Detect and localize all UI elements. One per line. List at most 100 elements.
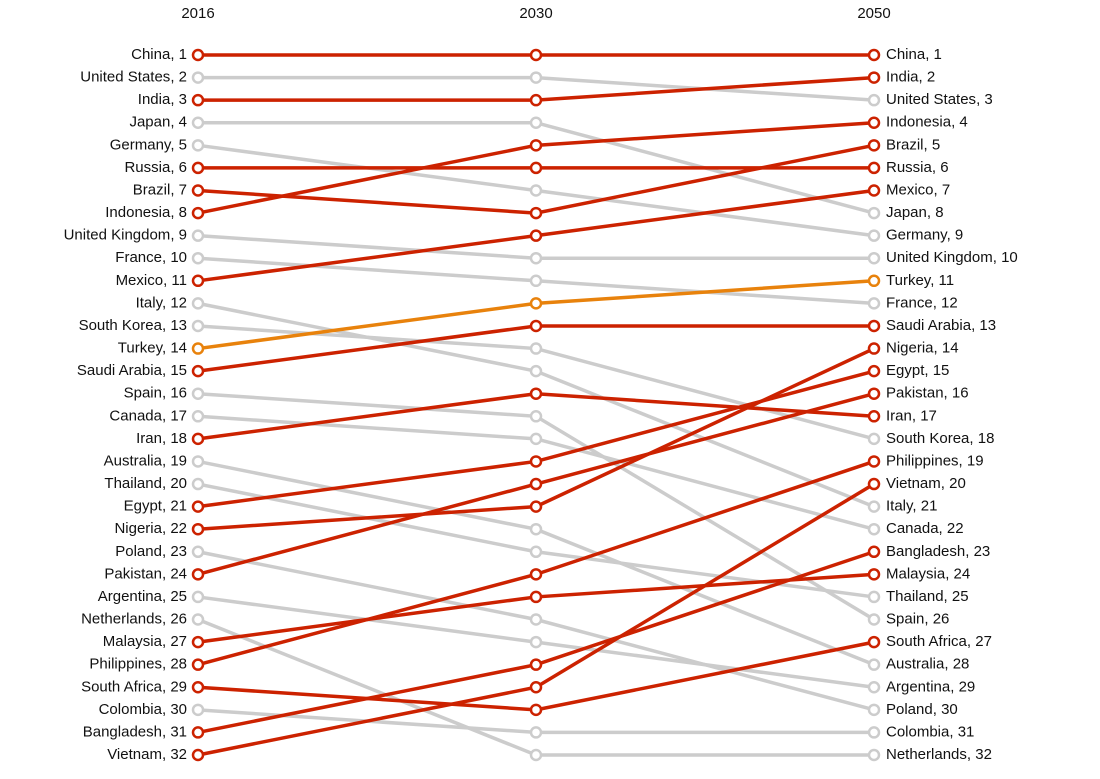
country-label: Pakistan, 16 <box>886 385 969 402</box>
country-name: Australia <box>104 452 163 469</box>
rank-value: 31 <box>170 723 187 740</box>
label-separator: , <box>162 588 170 605</box>
rank-dot <box>529 229 543 242</box>
country-name: Poland <box>115 543 162 560</box>
country-name: Saudi Arabia <box>77 362 163 379</box>
country-label: France, 12 <box>886 294 958 311</box>
rank-value: 16 <box>170 385 187 402</box>
label-separator: , <box>919 69 927 86</box>
country-name: South Africa <box>886 633 968 650</box>
rank-value: 12 <box>941 294 958 311</box>
rank-dot <box>529 206 543 220</box>
label-separator: , <box>939 520 947 537</box>
country-label: South Africa, 29 <box>81 678 187 695</box>
country-label: Argentina, 29 <box>886 678 975 695</box>
rank-value: 18 <box>978 430 995 447</box>
country-name: Germany <box>886 227 948 244</box>
rank-dot <box>191 635 205 649</box>
country-label: Mexico, 11 <box>116 272 187 289</box>
rank-value: 29 <box>170 678 187 695</box>
country-label: Brazil, 7 <box>133 181 187 198</box>
rank-value: 15 <box>170 362 187 379</box>
rank-dot <box>191 410 205 423</box>
country-name: Italy <box>136 294 164 311</box>
label-separator: , <box>949 723 957 740</box>
country-name: Australia <box>886 656 945 673</box>
rank-dot <box>867 568 881 581</box>
label-separator: , <box>162 746 170 763</box>
rank-dot <box>191 93 205 107</box>
label-separator: , <box>162 723 170 740</box>
label-separator: , <box>924 610 932 627</box>
country-name: Japan <box>129 114 170 131</box>
country-name: Argentina <box>886 678 951 695</box>
country-name: United Kingdom <box>886 249 993 266</box>
country-label: Turkey, 14 <box>118 340 187 357</box>
rank-value: 19 <box>967 452 984 469</box>
rank-dot <box>529 297 543 310</box>
rank-value: 5 <box>932 136 940 153</box>
country-label: Argentina, 25 <box>98 588 187 605</box>
label-separator: , <box>933 294 941 311</box>
rank-dot <box>529 274 543 288</box>
rank-dot <box>867 274 881 288</box>
country-line <box>197 640 875 712</box>
country-name: China <box>131 46 171 63</box>
rank-dot <box>191 748 205 762</box>
country-name: United States <box>886 91 976 108</box>
country-label: Australia, 28 <box>886 656 969 673</box>
rank-dot <box>191 274 205 288</box>
country-label: Russia, 6 <box>124 159 187 176</box>
country-label: Pakistan, 24 <box>104 565 187 582</box>
rank-value: 2 <box>179 69 187 86</box>
rank-dot <box>191 545 205 559</box>
rank-dot <box>191 251 205 265</box>
rank-dot <box>867 342 881 355</box>
country-name: Brazil <box>886 136 924 153</box>
rank-value: 7 <box>942 181 950 198</box>
label-separator: , <box>912 498 920 515</box>
label-separator: , <box>993 249 1001 266</box>
country-label: Germany, 9 <box>886 227 963 244</box>
lines <box>191 71 881 762</box>
label-separator: , <box>925 46 933 63</box>
label-separator: , <box>162 610 170 627</box>
label-separator: , <box>950 678 958 695</box>
label-separator: , <box>941 475 949 492</box>
rank-dot <box>529 477 543 491</box>
country-label: Malaysia, 27 <box>103 633 187 650</box>
country-label: Iran, 18 <box>136 430 187 447</box>
rank-dot <box>529 658 543 671</box>
label-separator: , <box>967 746 975 763</box>
label-separator: , <box>170 227 178 244</box>
label-separator: , <box>170 46 178 63</box>
rank-dot <box>867 184 881 197</box>
country-name: India <box>886 69 919 86</box>
rank-value: 30 <box>941 701 958 718</box>
label-separator: , <box>162 656 170 673</box>
rank-dot <box>529 71 543 84</box>
rank-value: 13 <box>170 317 187 334</box>
country-name: Thailand <box>104 475 162 492</box>
rank-dot <box>191 658 205 671</box>
country-name: Germany <box>110 136 172 153</box>
country-name: United Kingdom <box>64 227 171 244</box>
rank-dot <box>867 681 881 694</box>
rank-value: 20 <box>949 475 966 492</box>
country-label: India, 2 <box>886 69 935 86</box>
label-separator: , <box>945 565 953 582</box>
label-separator: , <box>162 498 170 515</box>
rank-value: 29 <box>959 678 976 695</box>
rank-value: 10 <box>170 249 187 266</box>
rank-dot <box>867 635 881 649</box>
label-separator: , <box>162 340 170 357</box>
rank-value: 22 <box>947 520 964 537</box>
rank-dot <box>191 703 205 717</box>
rank-dot <box>529 635 543 649</box>
country-name: Vietnam <box>886 475 941 492</box>
label-separator: , <box>162 407 170 424</box>
rank-dot <box>529 116 543 129</box>
rank-dot <box>191 590 205 604</box>
country-label: Australia, 19 <box>104 452 187 469</box>
